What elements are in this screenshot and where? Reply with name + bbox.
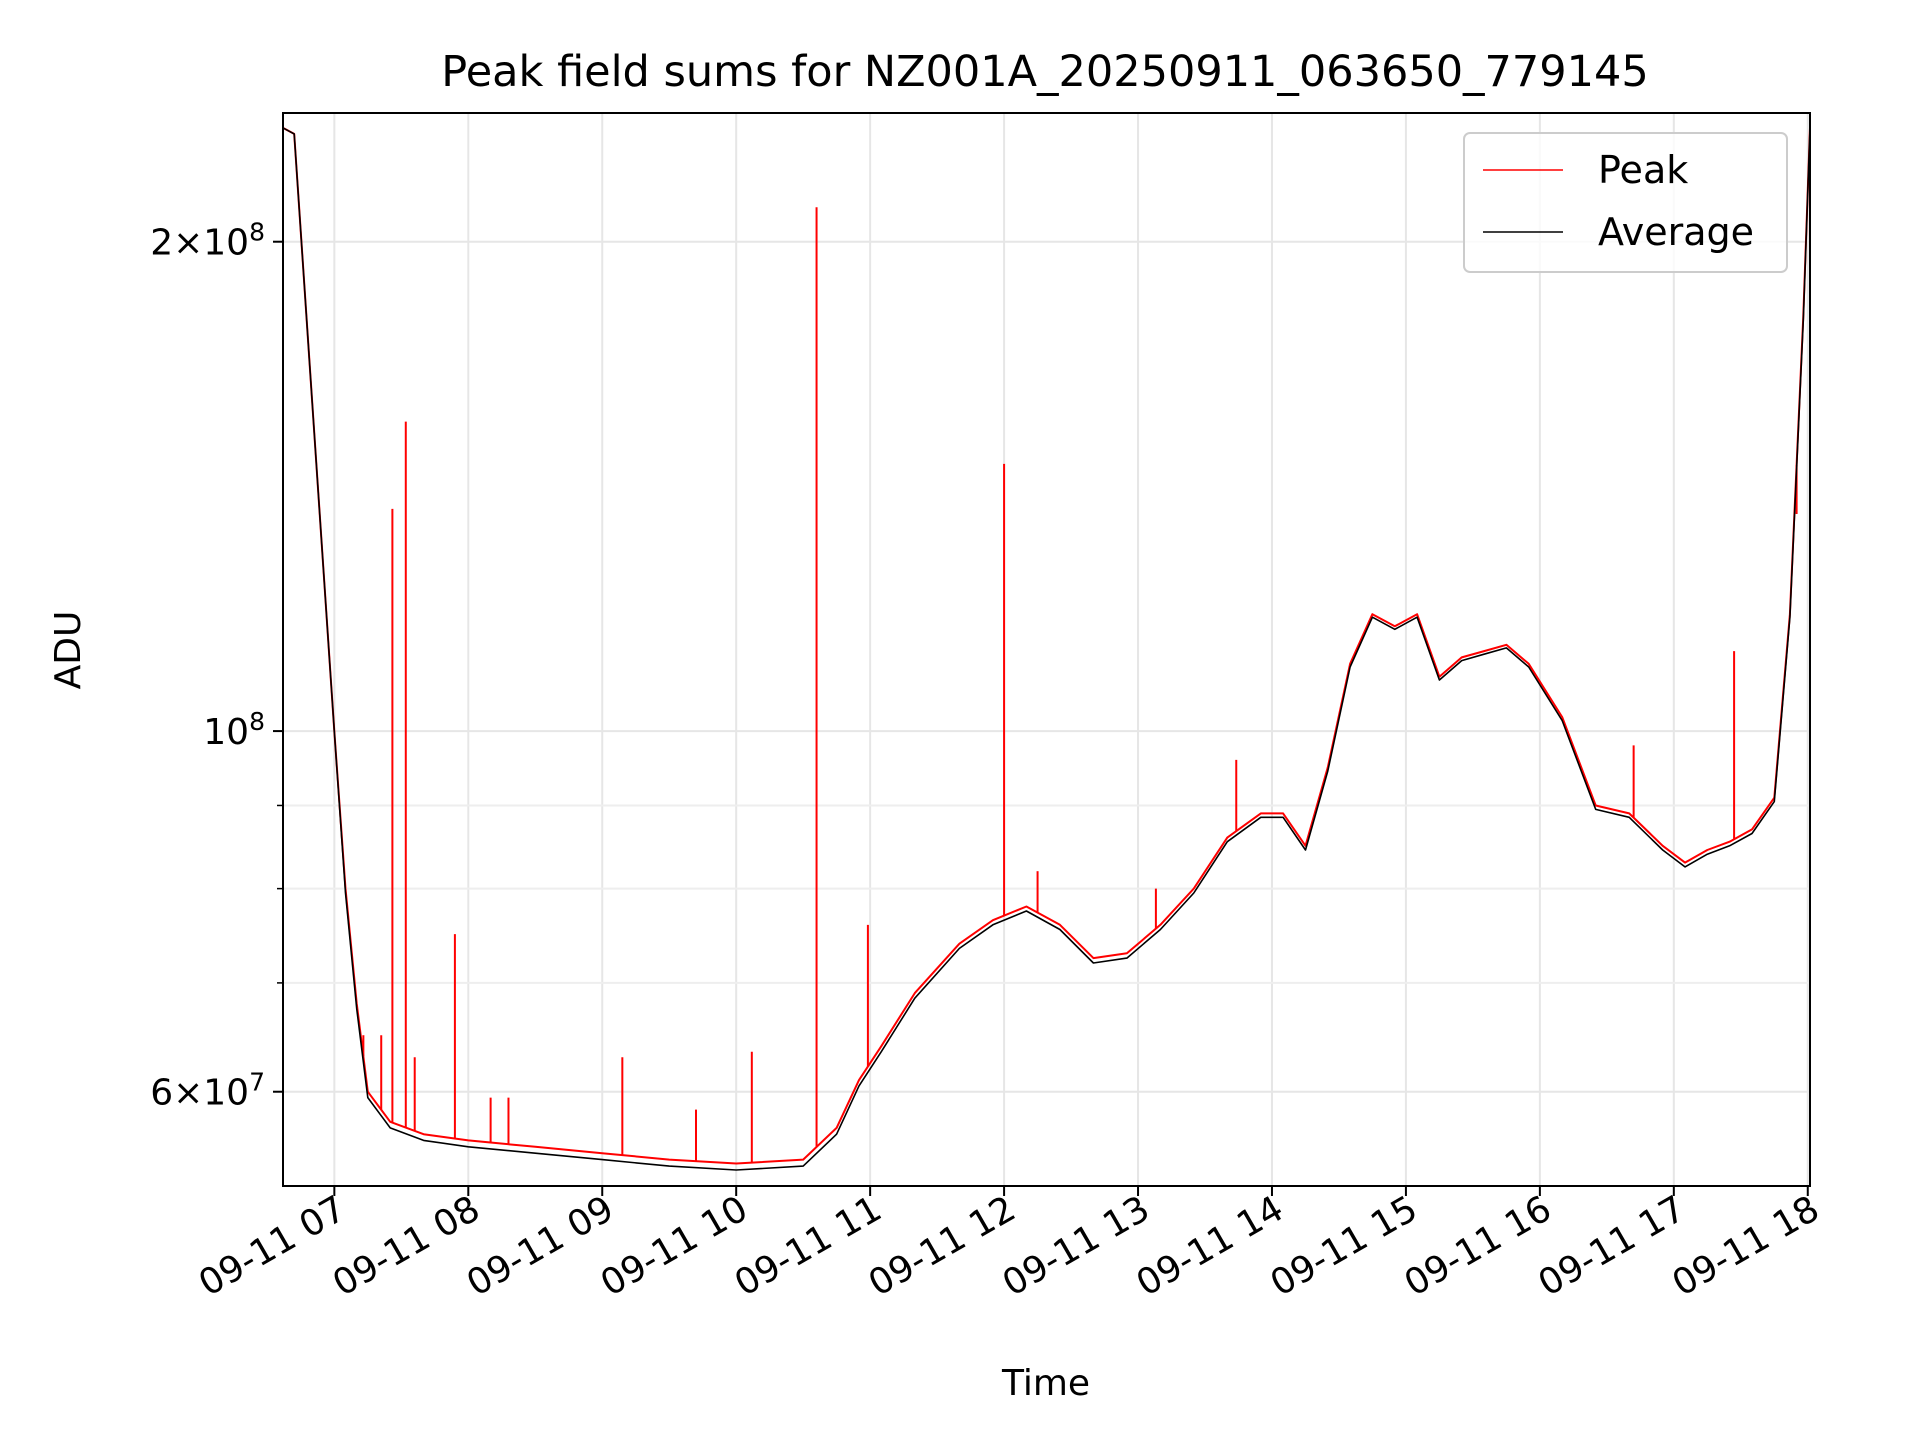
y-tick-exponent: 8: [249, 218, 265, 247]
series-line-peak: [283, 127, 1810, 1165]
legend: Peak Average: [1463, 132, 1788, 273]
y-tick-label: 2×108: [150, 218, 265, 264]
y-tick-mantissa: 2: [150, 223, 173, 264]
legend-box: [1463, 132, 1788, 273]
y-tick-exponent: 8: [249, 707, 265, 736]
y-tick-base: 10: [203, 1073, 249, 1114]
legend-label-average: Average: [1598, 210, 1754, 254]
series-layer: [283, 127, 1810, 1171]
y-tick-base: 10: [203, 223, 249, 264]
y-axis-label: ADU: [48, 611, 89, 690]
y-tick-base: 10: [203, 712, 249, 753]
y-tick-times: ×: [173, 223, 203, 264]
x-axis-label: Time: [1001, 1363, 1090, 1404]
y-tick-mantissa: 6: [150, 1073, 173, 1114]
grid: [283, 113, 1810, 1186]
y-tick-label: 108: [203, 707, 265, 753]
chart-title: Peak field sums for NZ001A_20250911_0636…: [441, 47, 1648, 97]
plot-frame: [282, 112, 1811, 1187]
y-tick-exponent: 7: [249, 1068, 265, 1097]
legend-label-peak: Peak: [1598, 148, 1688, 192]
y-tick-times: ×: [173, 1073, 203, 1114]
y-tick-label: 6×107: [150, 1068, 265, 1114]
series-line-average: [283, 127, 1810, 1171]
